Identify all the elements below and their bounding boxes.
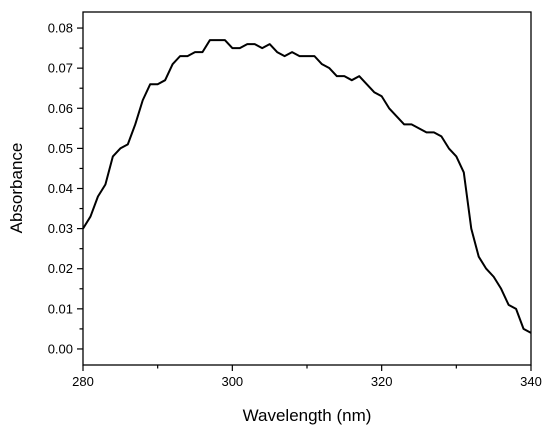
x-tick-label: 340 xyxy=(520,374,542,389)
y-axis-ticks: 0.00 0.01 0.02 0.03 0.04 0.05 0.06 0.07 0.08 xyxy=(48,21,83,356)
y-tick-label: 0.03 xyxy=(48,221,73,236)
y-tick-label: 0.01 xyxy=(48,301,73,316)
y-tick-label: 0.02 xyxy=(48,261,73,276)
y-tick-label: 0.04 xyxy=(48,181,73,196)
x-tick-label: 300 xyxy=(221,374,243,389)
absorbance-series-line xyxy=(82,39,532,334)
x-axis-ticks: 280 300 320 340 xyxy=(72,365,542,389)
x-axis-title: Wavelength (nm) xyxy=(243,406,372,425)
y-tick-label: 0.08 xyxy=(48,21,73,36)
y-tick-label: 0.07 xyxy=(48,61,73,76)
y-tick-label: 0.00 xyxy=(48,341,73,356)
y-tick-label: 0.05 xyxy=(48,141,73,156)
x-tick-label: 280 xyxy=(72,374,94,389)
x-tick-label: 320 xyxy=(371,374,393,389)
plot-frame xyxy=(82,11,532,366)
y-tick-label: 0.06 xyxy=(48,101,73,116)
y-axis-title: Absorbance xyxy=(7,143,26,234)
